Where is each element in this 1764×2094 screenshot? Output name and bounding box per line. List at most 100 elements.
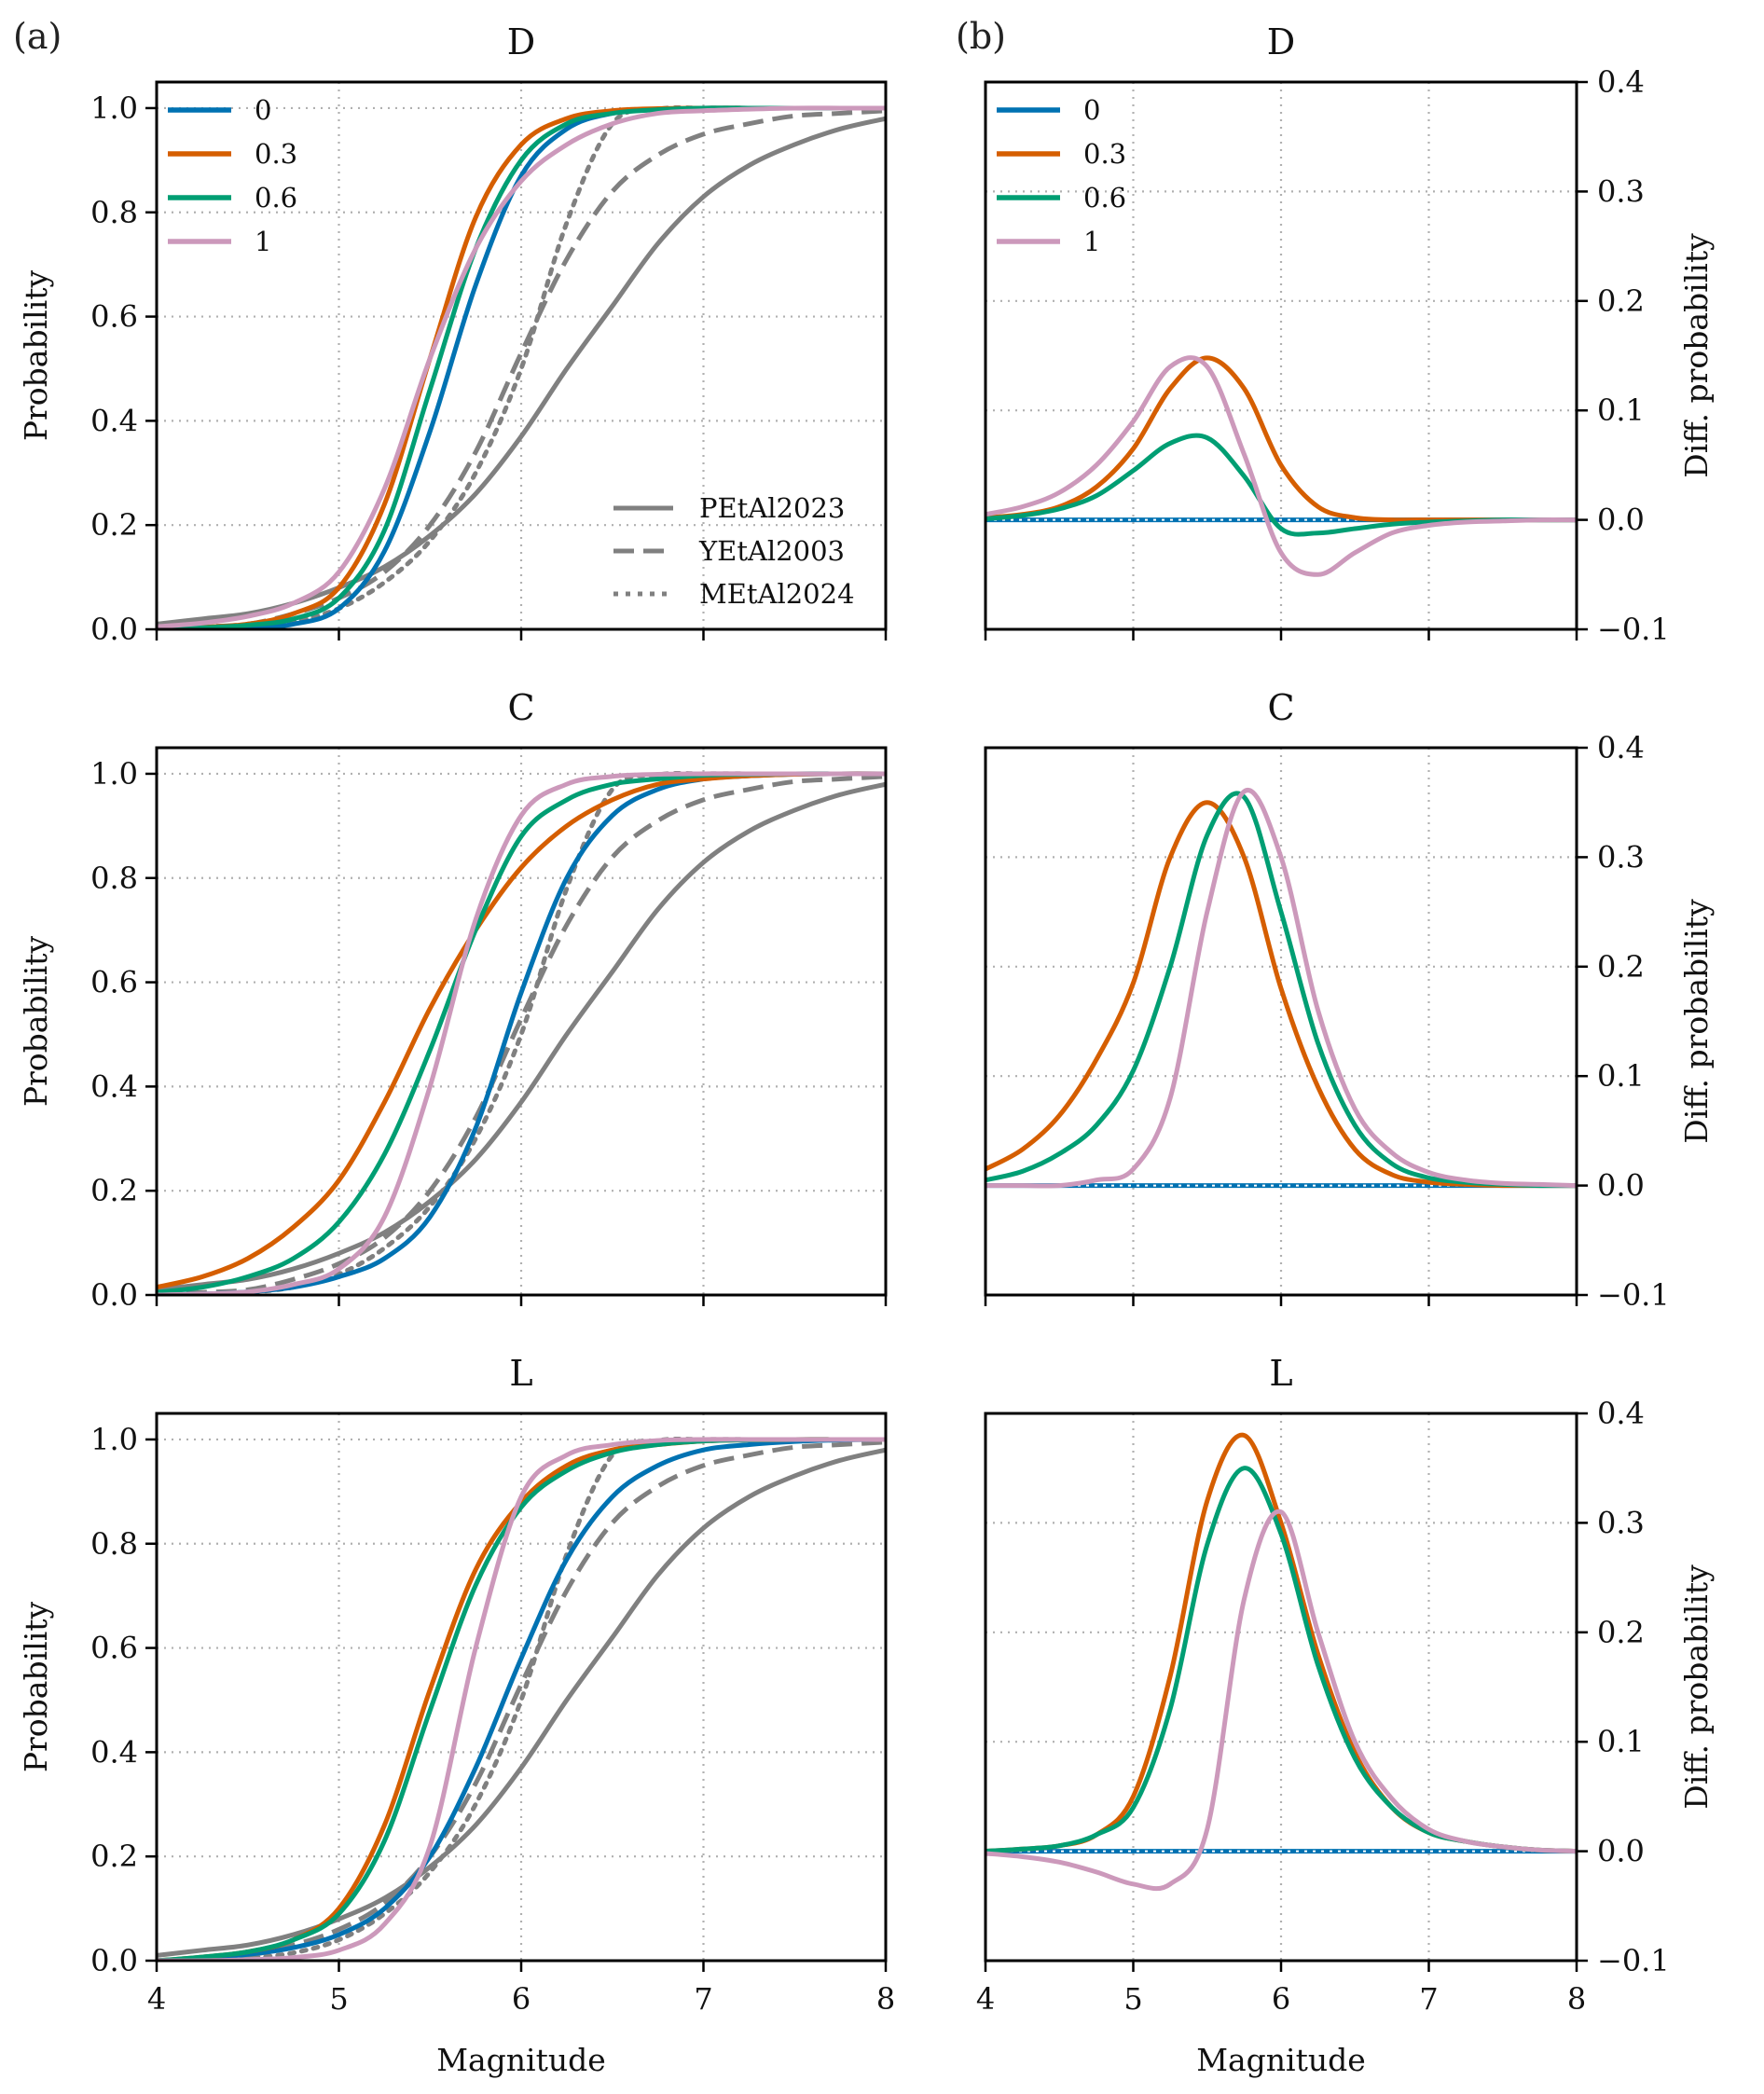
ref-legend-label: MEtAl2024 xyxy=(699,578,855,610)
y-tick-label: 0.8 xyxy=(90,1526,138,1562)
legend-label: 0 xyxy=(1083,94,1100,126)
y-axis-label: Probability xyxy=(18,269,54,441)
series-group xyxy=(157,1437,886,1961)
panel-title: C xyxy=(1267,687,1294,728)
panel-b-C: −0.1 0.0 0.1 0.2 0.3 0.4 C Diff. probability xyxy=(984,687,1715,1313)
y-axis-label: Probability xyxy=(18,1601,54,1772)
ref-legend-label: PEtAl2023 xyxy=(699,492,845,524)
legend-label: 0.6 xyxy=(255,182,297,214)
series-line-1 xyxy=(157,771,886,1295)
y-tick-label: 0.2 xyxy=(1597,949,1645,985)
y-tick-label: 0.3 xyxy=(1597,839,1645,875)
y-tick-label: 0.2 xyxy=(1597,283,1645,319)
y-tick-label: 0.4 xyxy=(1597,1396,1645,1431)
x-axis-label: Magnitude xyxy=(436,2042,606,2078)
legend-label: 0 xyxy=(255,94,271,126)
panel-b-D: −0.1 0.0 0.1 0.2 0.3 0.4 D Diff. probability 0 0.… xyxy=(984,21,1715,647)
x-tick-label: 4 xyxy=(147,1981,166,2017)
y-tick-label: 0.2 xyxy=(90,507,138,543)
y-tick-label: 0.4 xyxy=(90,1068,138,1104)
series-group xyxy=(157,105,886,629)
series-line-1 xyxy=(985,1509,1577,1892)
x-tick-label: 6 xyxy=(512,1981,531,2017)
y-tick-label: 0.2 xyxy=(1597,1615,1645,1650)
series-line-petal2023 xyxy=(157,781,886,1292)
series-line-0-3 xyxy=(985,1432,1577,1854)
y-axis-label: Diff. probability xyxy=(1678,899,1715,1144)
series-group xyxy=(985,355,1577,577)
y-tick-label: 0.4 xyxy=(1597,64,1645,100)
y-tick-label: −0.1 xyxy=(1597,1943,1670,1978)
legend-label: 0.3 xyxy=(255,138,297,170)
y-tick-label: 0.0 xyxy=(1597,1834,1645,1869)
y-tick-label: 0.6 xyxy=(90,1631,138,1666)
legend-label: 1 xyxy=(1083,226,1100,257)
y-tick-label: 0.8 xyxy=(90,861,138,896)
y-tick-label: 0.4 xyxy=(90,1734,138,1770)
panel-a-D: 0.0 0.2 0.4 0.6 0.8 1.0 D Probability 0 0.3 0.6 1 PE… xyxy=(18,21,888,647)
y-tick-label: 0.1 xyxy=(1597,1724,1645,1759)
panel-a-C: 0.0 0.2 0.4 0.6 0.8 1.0 C Probability xyxy=(18,687,888,1313)
panel-title: D xyxy=(507,21,535,62)
y-tick-label: −0.1 xyxy=(1597,1277,1670,1313)
y-tick-label: 0.3 xyxy=(1597,173,1645,209)
y-tick-label: −0.1 xyxy=(1597,612,1670,647)
x-tick-label: 7 xyxy=(1419,1981,1438,2017)
panel-title: D xyxy=(1267,21,1295,62)
y-tick-label: 1.0 xyxy=(90,90,138,126)
y-tick-label: 0.2 xyxy=(90,1173,138,1208)
y-tick-label: 0.6 xyxy=(90,965,138,1000)
series-line-1 xyxy=(157,105,886,629)
legend-label: 0.3 xyxy=(1083,138,1126,170)
x-axis-label: Magnitude xyxy=(1196,2042,1366,2078)
y-tick-label: 0.0 xyxy=(90,1277,138,1313)
panel-a-L: 4 5 6 7 8 0.0 0.2 0.4 0.6 0.8 1.0 L Probability Magni… xyxy=(18,1353,895,2078)
panel-tag-a: (a) xyxy=(13,16,62,57)
series-line-1 xyxy=(157,1437,886,1961)
y-tick-label: 0.2 xyxy=(90,1839,138,1874)
y-tick-label: 0.4 xyxy=(90,403,138,438)
y-tick-label: 0.4 xyxy=(1597,730,1645,765)
y-axis-label: Diff. probability xyxy=(1678,233,1715,478)
series-line-1 xyxy=(985,788,1577,1189)
y-tick-label: 0.0 xyxy=(1597,1168,1645,1204)
x-tick-label: 4 xyxy=(976,1981,995,2017)
panel-tag-b: (b) xyxy=(956,16,1006,57)
series-line-metal2024 xyxy=(157,771,886,1295)
x-tick-label: 6 xyxy=(1272,1981,1290,2017)
series-group xyxy=(985,788,1577,1189)
y-tick-label: 1.0 xyxy=(90,756,138,792)
series-line-yetal2003 xyxy=(157,1440,886,1961)
x-tick-label: 8 xyxy=(1567,1981,1586,2017)
series-group xyxy=(157,771,886,1295)
y-tick-label: 0.0 xyxy=(90,1943,138,1978)
panel-title: C xyxy=(507,687,534,728)
series-group xyxy=(985,1432,1577,1892)
series-line-metal2024 xyxy=(157,1437,886,1961)
series-line-0 xyxy=(157,1437,886,1961)
series-line-petal2023 xyxy=(157,1447,886,1958)
x-tick-label: 5 xyxy=(1123,1981,1142,2017)
series-line-yetal2003 xyxy=(157,774,886,1295)
legend-label: 1 xyxy=(255,226,271,257)
y-tick-label: 0.8 xyxy=(90,195,138,230)
series-line-1 xyxy=(985,355,1577,577)
panel-title: L xyxy=(1269,1353,1292,1394)
ref-legend-label: YEtAl2003 xyxy=(698,535,845,567)
y-tick-label: 0.1 xyxy=(1597,1058,1645,1094)
y-tick-label: 0.0 xyxy=(90,612,138,647)
y-axis-label: Diff. probability xyxy=(1678,1564,1715,1810)
y-axis-label: Probability xyxy=(18,935,54,1107)
x-tick-label: 5 xyxy=(329,1981,348,2017)
y-tick-label: 0.6 xyxy=(90,299,138,335)
y-tick-label: 0.3 xyxy=(1597,1505,1645,1540)
y-tick-label: 0.0 xyxy=(1597,503,1645,538)
y-tick-label: 1.0 xyxy=(90,1422,138,1457)
panel-b-L: 4 5 6 7 8 −0.1 0.0 0.1 0.2 0.3 0.4 L Diff. probabili… xyxy=(976,1353,1715,2078)
x-tick-label: 8 xyxy=(876,1981,895,2017)
y-tick-label: 0.1 xyxy=(1597,393,1645,428)
panel-title: L xyxy=(509,1353,532,1394)
x-tick-label: 7 xyxy=(694,1981,712,2017)
legend-label: 0.6 xyxy=(1083,182,1126,214)
